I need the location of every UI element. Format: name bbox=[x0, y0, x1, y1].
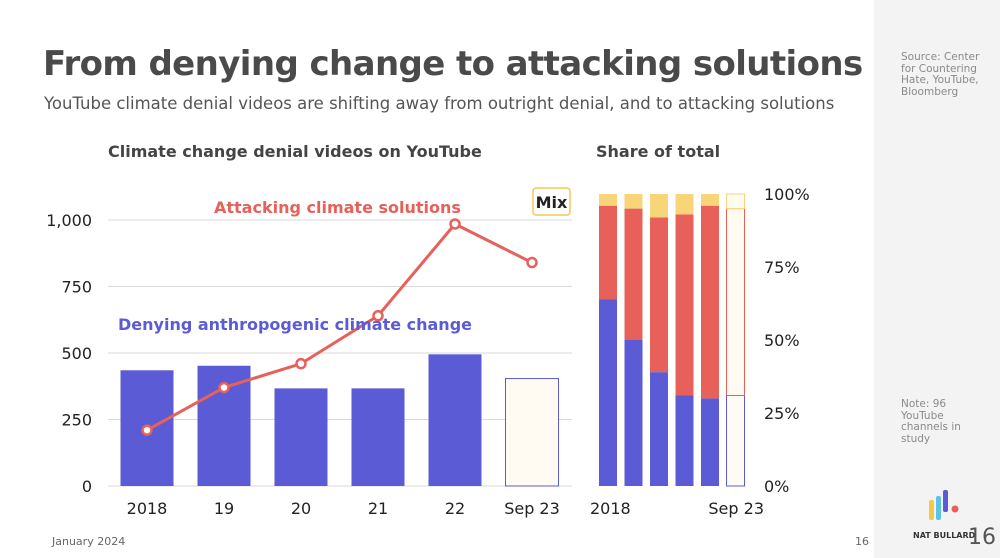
y-tick-label-0: 0 bbox=[82, 477, 92, 496]
share-denying-22 bbox=[701, 398, 719, 486]
x-tick-label-2: 20 bbox=[291, 499, 311, 518]
denying-bar-sep-23 bbox=[505, 378, 559, 487]
footer-page-number: 16 bbox=[855, 535, 869, 548]
share-attacking-20 bbox=[650, 217, 668, 373]
share-attacking-19 bbox=[624, 208, 643, 340]
y-tick-label-250: 250 bbox=[61, 411, 92, 430]
denying-bar-20 bbox=[274, 388, 328, 486]
share-x-label-first: 2018 bbox=[590, 499, 631, 518]
study-note: Note: 96 YouTube channels in study bbox=[901, 398, 961, 445]
share-mix-21 bbox=[675, 194, 694, 215]
denying-bar-21 bbox=[351, 388, 405, 486]
mix-series-label: Mix bbox=[536, 193, 568, 212]
attacking-series-label: Attacking climate solutions bbox=[214, 198, 461, 217]
attacking-point-5 bbox=[526, 256, 538, 269]
attacking-point-3 bbox=[372, 310, 384, 322]
x-tick-label-5: Sep 23 bbox=[504, 499, 560, 518]
source-note: Source: Center for Countering Hate, YouT… bbox=[901, 51, 980, 98]
share-y-tick-label-75: 75% bbox=[764, 258, 800, 277]
share-denying-20 bbox=[650, 372, 668, 486]
share-mix-20 bbox=[650, 194, 668, 218]
share-y-tick-label-50: 50% bbox=[764, 331, 800, 350]
share-denying-2018 bbox=[599, 299, 617, 486]
attacking-point-2 bbox=[295, 357, 307, 370]
share-mix-sep-23 bbox=[726, 193, 745, 210]
share-attacking-sep-23 bbox=[726, 208, 745, 396]
x-tick-label-4: 22 bbox=[445, 499, 465, 518]
x-tick-label-1: 19 bbox=[214, 499, 234, 518]
x-tick-label-0: 2018 bbox=[127, 499, 168, 518]
page-title: From denying change to attacking solutio… bbox=[43, 44, 863, 84]
y-tick-label-1000: 1,000 bbox=[46, 211, 92, 230]
x-tick-label-3: 21 bbox=[368, 499, 388, 518]
share-mix-22 bbox=[701, 194, 719, 206]
denying-bar-22 bbox=[428, 354, 482, 486]
page-subtitle: YouTube climate denial videos are shifti… bbox=[44, 94, 835, 113]
attacking-line bbox=[146, 222, 533, 432]
attacking-point-0 bbox=[141, 424, 153, 436]
share-y-tick-label-25: 25% bbox=[764, 404, 800, 423]
share-denying-sep-23 bbox=[726, 394, 745, 487]
sidebar-panel bbox=[874, 0, 1000, 558]
denying-series-label: Denying anthropogenic climate change bbox=[118, 315, 472, 334]
left-chart-title: Climate change denial videos on YouTube bbox=[108, 142, 482, 161]
share-attacking-21 bbox=[675, 214, 694, 396]
mix-label-box bbox=[532, 187, 571, 216]
share-attacking-2018 bbox=[599, 205, 617, 300]
attacking-point-1 bbox=[218, 381, 230, 394]
share-mix-19 bbox=[624, 194, 643, 209]
page-number-large: 16 bbox=[968, 525, 996, 550]
share-denying-21 bbox=[675, 395, 694, 486]
share-y-tick-label-0: 0% bbox=[764, 477, 789, 496]
attacking-point-4 bbox=[449, 218, 461, 230]
share-denying-19 bbox=[624, 340, 643, 486]
y-tick-label-750: 750 bbox=[61, 278, 92, 297]
right-chart-title: Share of total bbox=[596, 142, 721, 161]
share-mix-2018 bbox=[599, 194, 617, 206]
share-y-tick-label-100: 100% bbox=[764, 185, 810, 204]
footer-date: January 2024 bbox=[52, 535, 126, 548]
brand-logo-text: NAT BULLARD bbox=[913, 531, 976, 540]
share-attacking-22 bbox=[701, 205, 719, 399]
y-tick-label-500: 500 bbox=[61, 344, 92, 363]
share-x-label-last: Sep 23 bbox=[708, 499, 764, 518]
